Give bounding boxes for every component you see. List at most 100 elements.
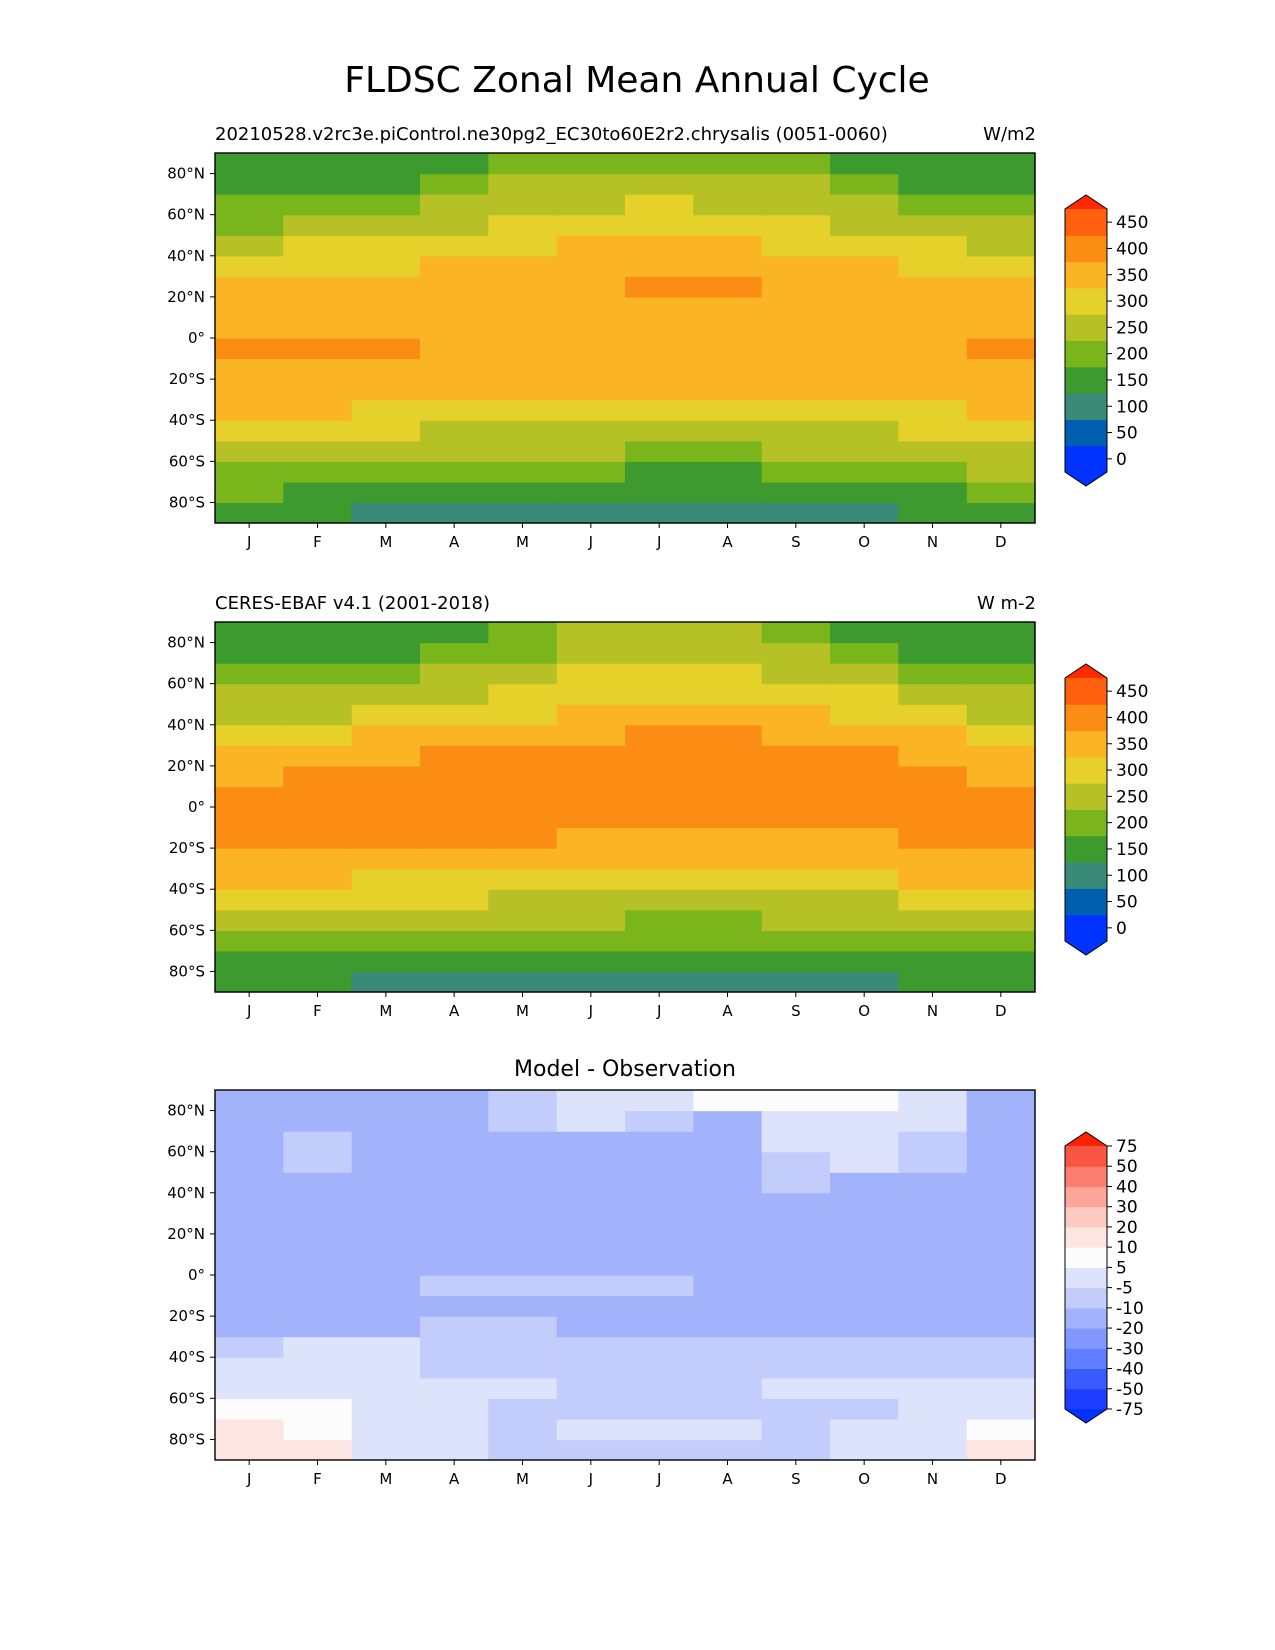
x-tick-label: M: [379, 533, 392, 551]
heatmap-cell: [556, 1151, 626, 1173]
colorbar-segment: [1065, 1287, 1107, 1309]
heatmap-cell: [693, 642, 763, 664]
heatmap-cell: [215, 420, 284, 442]
x-tick-label: F: [313, 1470, 322, 1488]
colorbar-tick-label: 150: [1116, 371, 1148, 391]
heatmap-cell: [830, 1090, 899, 1112]
heatmap-cell: [556, 1295, 626, 1317]
heatmap-cell: [830, 461, 899, 483]
heatmap-cell: [830, 1398, 899, 1420]
heatmap-cell: [351, 1090, 421, 1112]
heatmap-cell: [283, 642, 353, 664]
heatmap-cell: [693, 276, 763, 298]
heatmap-cell: [488, 1151, 558, 1173]
heatmap-cell: [830, 807, 899, 829]
heatmap-cell: [283, 786, 353, 808]
y-tick-label: 0°: [188, 329, 205, 347]
heatmap-cell: [830, 971, 899, 993]
heatmap-cell: [830, 276, 899, 298]
heatmap-cell: [966, 338, 1036, 360]
heatmap-cell: [488, 1090, 558, 1112]
heatmap-cell: [215, 214, 284, 236]
heatmap-cell: [761, 317, 831, 339]
heatmap-cell: [351, 420, 421, 442]
heatmap-cell: [351, 1192, 421, 1214]
heatmap-cell: [488, 765, 558, 788]
x-tick-label: J: [588, 1002, 593, 1020]
heatmap-cell: [693, 848, 763, 870]
heatmap-cell: [215, 786, 284, 808]
heatmap-cell: [966, 481, 1036, 504]
heatmap-cell: [283, 440, 353, 462]
heatmap-cell: [830, 786, 899, 808]
heatmap-cell: [966, 173, 1036, 195]
heatmap-cell: [420, 1192, 489, 1214]
heatmap-cell: [283, 420, 353, 442]
heatmap-cell: [830, 1377, 899, 1399]
colorbar-tick-label: 0: [1116, 919, 1127, 939]
heatmap-cell: [556, 642, 626, 664]
colorbar-segment: [1065, 704, 1107, 732]
panel-model-units: W/m2: [983, 124, 1036, 145]
heatmap-cell: [351, 399, 421, 421]
heatmap-cell: [283, 317, 353, 339]
heatmap-cell: [898, 930, 968, 952]
heatmap-cell: [966, 1151, 1036, 1173]
heatmap-cell: [283, 1316, 353, 1338]
heatmap-cell: [625, 481, 694, 504]
heatmap-cell: [351, 745, 421, 767]
heatmap-cell: [351, 1316, 421, 1338]
heatmap-cell: [420, 704, 489, 726]
heatmap-cell: [215, 909, 284, 931]
heatmap-cell: [761, 1213, 831, 1235]
heatmap-cell: [420, 1336, 489, 1358]
heatmap-cell: [830, 481, 899, 504]
heatmap-cell: [283, 1172, 353, 1194]
x-tick-label: J: [246, 1470, 251, 1488]
heatmap-cell: [488, 724, 558, 746]
heatmap-cell: [420, 1151, 489, 1173]
heatmap-cell: [693, 1295, 763, 1317]
heatmap-cell: [488, 440, 558, 462]
heatmap-cell: [625, 399, 694, 421]
heatmap-cell: [625, 1233, 694, 1256]
heatmap-cell: [420, 276, 489, 298]
heatmap-cell: [420, 214, 489, 236]
heatmap-cell: [966, 889, 1036, 911]
heatmap-cell: [966, 1172, 1036, 1194]
heatmap-cell: [761, 745, 831, 767]
heatmap-cell: [761, 379, 831, 401]
heatmap-cell: [761, 683, 831, 705]
heatmap-cell: [830, 255, 899, 277]
colorbar-tick-label: -10: [1116, 1299, 1144, 1319]
heatmap-cell: [283, 173, 353, 195]
heatmap-cell: [625, 1336, 694, 1358]
heatmap-cell: [966, 1439, 1036, 1461]
x-tick-label: J: [656, 1002, 661, 1020]
heatmap-cell: [898, 296, 968, 319]
heatmap-cell: [898, 1295, 968, 1317]
heatmap-cell: [830, 1439, 899, 1461]
heatmap-cell: [898, 1131, 968, 1153]
heatmap-cell: [761, 1336, 831, 1358]
heatmap-cell: [215, 1418, 284, 1441]
heatmap-cell: [351, 1398, 421, 1420]
heatmap-cell: [898, 1439, 968, 1461]
x-tick-label: A: [722, 533, 733, 551]
heatmap-cell: [420, 358, 489, 380]
heatmap-cell: [898, 379, 968, 401]
heatmap-cell: [283, 930, 353, 952]
heatmap-cell: [351, 1254, 421, 1276]
heatmap-cell: [693, 399, 763, 421]
heatmap-cell: [693, 765, 763, 788]
x-tick-label: M: [516, 1470, 529, 1488]
heatmap-cell: [898, 848, 968, 870]
heatmap-cell: [351, 889, 421, 911]
x-tick-label: J: [246, 533, 251, 551]
heatmap-cell: [488, 153, 558, 175]
heatmap-cell: [283, 663, 353, 685]
heatmap-cell: [283, 868, 353, 890]
heatmap-cell: [966, 868, 1036, 890]
heatmap-cell: [966, 622, 1036, 644]
heatmap-cell: [556, 622, 626, 644]
